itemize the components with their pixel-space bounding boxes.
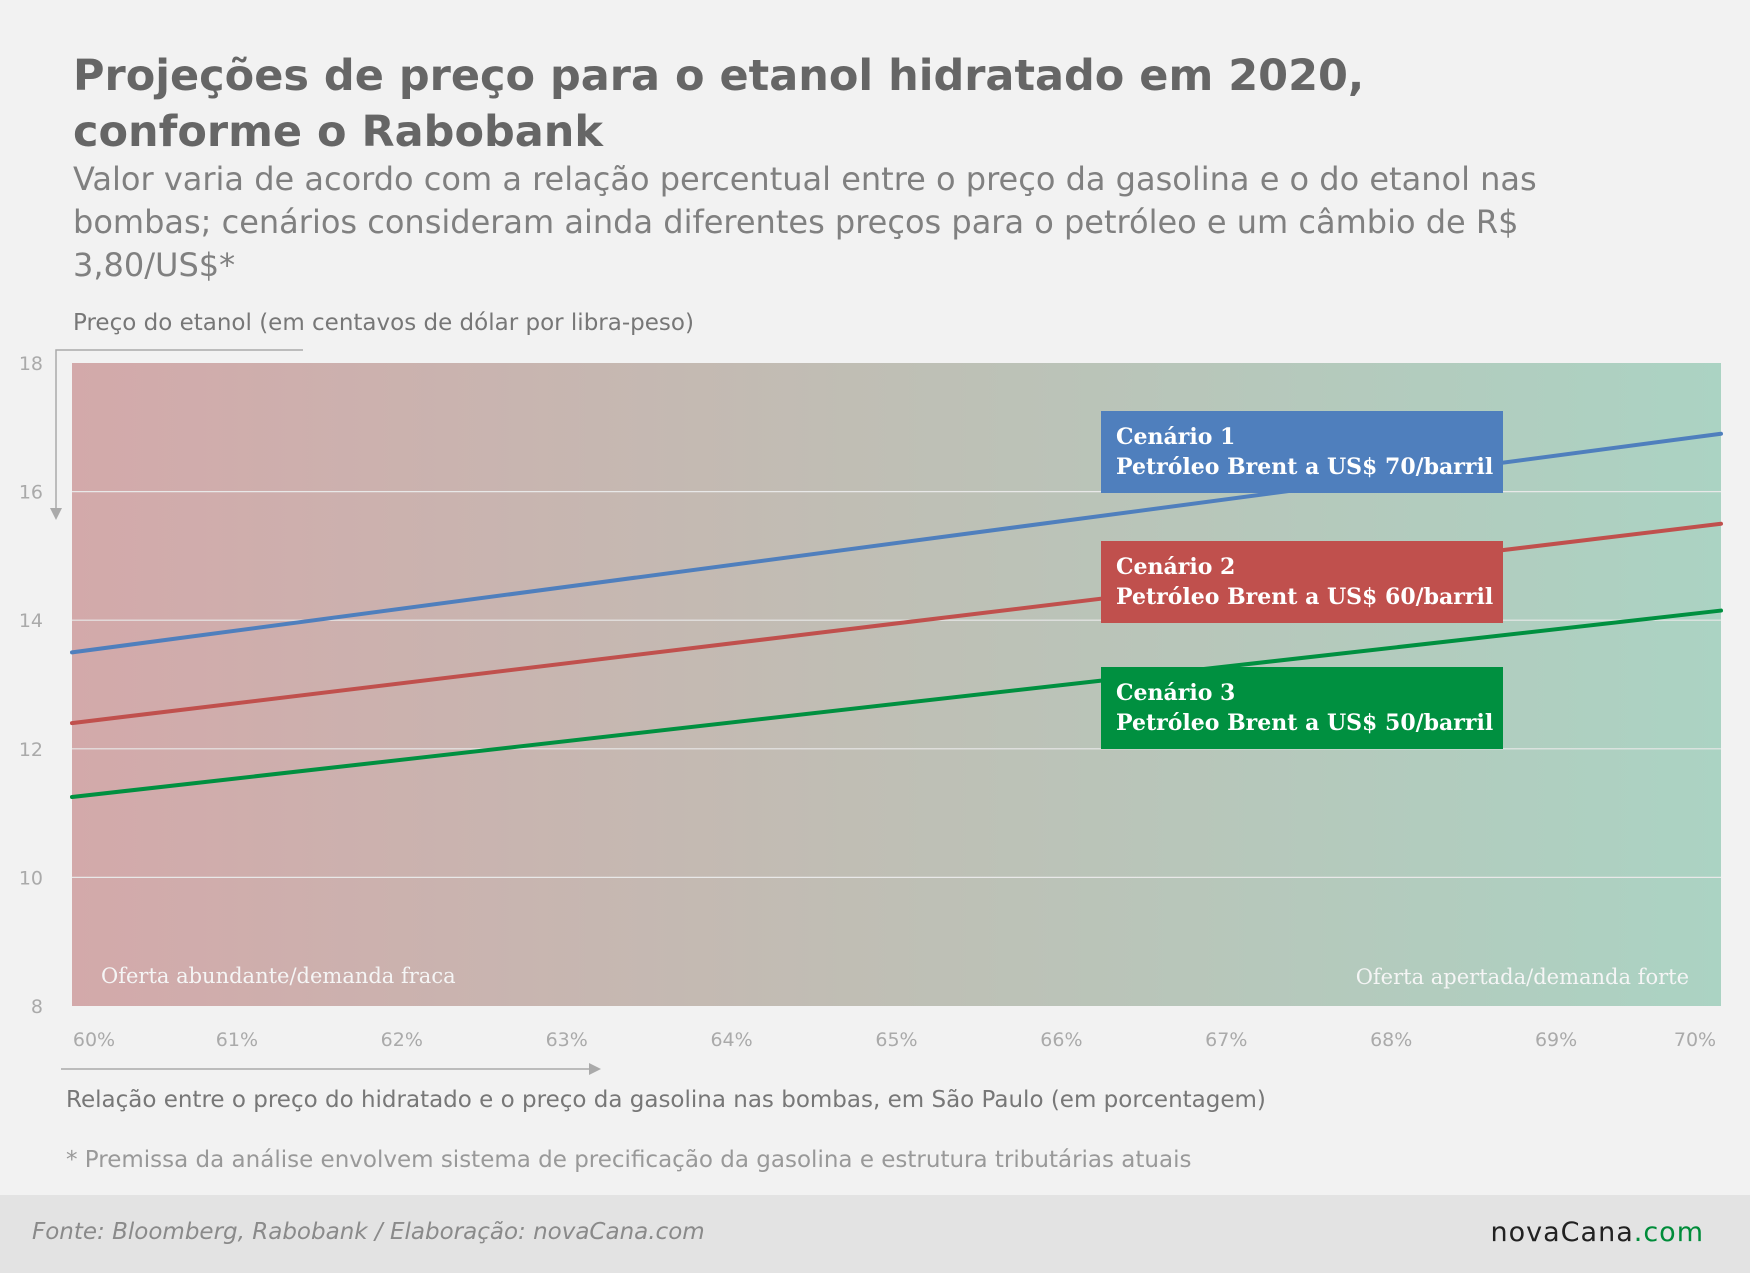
series-label-2: Cenário 2 (1116, 554, 1235, 580)
x-tick-label: 68% (1370, 1029, 1412, 1051)
chart-title: Projeções de preço para o etanol hidrata… (73, 51, 1365, 157)
series-sublabel-3: Petróleo Brent a US$ 50/barril (1116, 710, 1493, 736)
x-tick-label: 63% (546, 1029, 588, 1051)
x-axis-label: Relação entre o preço do hidratado e o p… (66, 1087, 1266, 1113)
footnote: * Premissa da análise envolvem sistema d… (66, 1147, 1192, 1173)
y-tick-label: 14 (19, 610, 43, 632)
x-tick-label: 60% (73, 1029, 115, 1051)
series-label-box-1 (1101, 411, 1503, 493)
x-tick-label: 69% (1535, 1029, 1577, 1051)
footer: Fonte: Bloomberg, Rabobank / Elaboração:… (0, 1195, 1750, 1273)
x-tick-label: 66% (1040, 1029, 1082, 1051)
series-sublabel-2: Petróleo Brent a US$ 60/barril (1116, 584, 1493, 610)
chart-subtitle: Valor varia de acordo com a relação perc… (73, 160, 1537, 284)
source-credit: Fonte: Bloomberg, Rabobank / Elaboração:… (32, 1219, 705, 1245)
series-label-1: Cenário 1 (1116, 424, 1235, 450)
series-label-3: Cenário 3 (1116, 680, 1235, 706)
y-tick-label: 8 (31, 996, 43, 1018)
x-tick-label: 67% (1205, 1029, 1247, 1051)
y-axis-arrowhead (50, 508, 62, 520)
x-tick-label: 65% (875, 1029, 917, 1051)
x-tick-label: 70% (1674, 1029, 1716, 1051)
x-tick-label: 64% (710, 1029, 752, 1051)
x-tick-label: 62% (381, 1029, 423, 1051)
x-axis-arrowhead (589, 1063, 601, 1075)
y-tick-label: 12 (19, 739, 43, 761)
y-axis-arrow (55, 349, 303, 515)
logo-domain: .com (1633, 1217, 1704, 1248)
series-label-box-2 (1101, 541, 1503, 623)
x-tick-label: 61% (216, 1029, 258, 1051)
series-line-3 (70, 608, 1723, 800)
novacana-logo[interactable]: novaCana.com (1491, 1217, 1704, 1248)
line-chart: 8 10 12 14 16 18 60% 61% 62% 63% 64% 65% 66% 67% 68% 6… (19, 349, 1723, 1075)
y-tick-label: 10 (19, 867, 43, 889)
right-zone-annotation: Oferta apertada/demanda forte (1356, 965, 1689, 989)
y-tick-label: 18 (19, 353, 43, 375)
y-tick-label: 16 (19, 482, 43, 504)
left-zone-annotation: Oferta abundante/demanda fraca (101, 964, 456, 988)
series-label-box-3 (1101, 667, 1503, 749)
logo-text: novaCana (1490, 1217, 1634, 1248)
series-sublabel-1: Petróleo Brent a US$ 70/barril (1116, 454, 1493, 480)
y-axis-label: Preço do etanol (em centavos de dólar po… (73, 310, 694, 336)
